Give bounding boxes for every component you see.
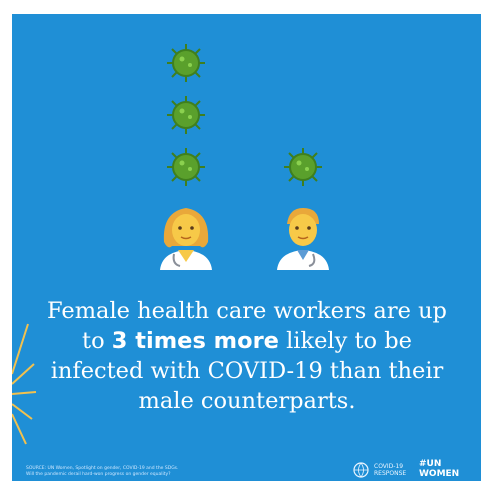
source-note: SOURCE: UN Women, Spotlight on gender, C… (26, 466, 256, 478)
headline-line-1: Female health care workers are up (47, 298, 447, 324)
virus-icon (284, 148, 322, 186)
male-health-worker-icon (277, 208, 329, 270)
headline-line-4: male counterparts. (138, 388, 356, 414)
top-border (0, 0, 481, 14)
headline-line-3: infected with COVID-19 than their (50, 358, 444, 384)
source-line-1: SOURCE: UN Women, Spotlight on gender, C… (26, 466, 179, 471)
covid-response-line-1: COVID-19 (374, 463, 404, 470)
un-women-line-2: WOMEN (419, 469, 460, 479)
headline-line-2: to 3 times more likely to be (32, 326, 462, 356)
headline-line-2-pre: to (82, 328, 112, 354)
left-border (0, 0, 12, 481)
covid-response-logo: COVID-19 RESPONSE (352, 460, 406, 480)
sun-rays-decoration (12, 323, 37, 445)
virus-icon (167, 96, 205, 134)
headline-emphasis: 3 times more (111, 328, 279, 354)
female-health-worker-icon (160, 208, 212, 270)
headline: Female health care workers are up to 3 t… (32, 296, 462, 416)
covid-response-line-2: RESPONSE (374, 470, 407, 477)
virus-icon (167, 44, 205, 82)
infographic-panel: Female health care workers are up to 3 t… (12, 14, 481, 481)
un-women-logo: #UN WOMEN (419, 459, 459, 479)
globe-icon (353, 462, 369, 478)
un-women-line-1: #UN (419, 459, 442, 469)
source-line-2: Will the pandemic derail hard-won progre… (26, 472, 171, 477)
headline-line-2-post: likely to be (278, 328, 412, 354)
virus-icon (167, 148, 205, 186)
